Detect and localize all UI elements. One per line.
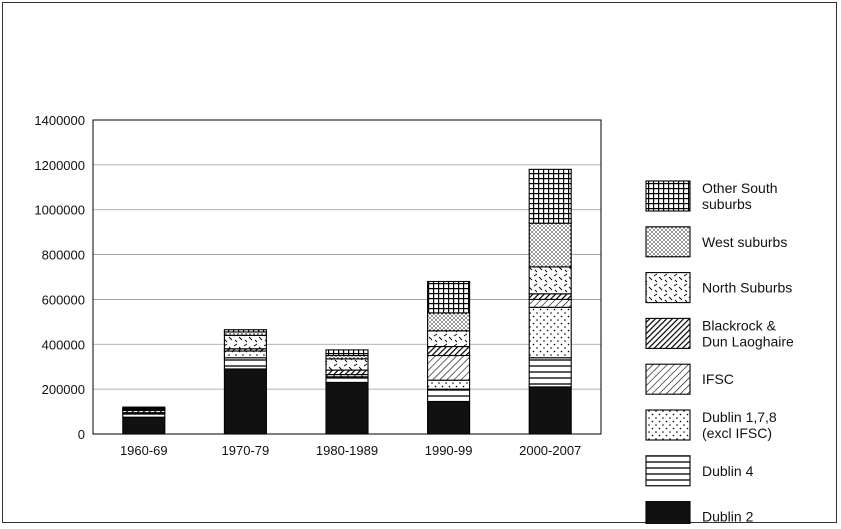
bar-segment	[427, 330, 471, 348]
legend-swatch	[645, 272, 691, 304]
bar-segment	[223, 334, 267, 350]
bar-segment	[325, 381, 369, 435]
legend-label: (excl IFSC)	[702, 425, 772, 441]
bar-segment	[528, 222, 572, 268]
bar-segment	[223, 329, 267, 333]
gridlines	[93, 164, 601, 390]
stacked-bar-chart: 0 200000 400000 600000 800000 1000000 1200000 1…	[34, 113, 794, 529]
bars	[122, 168, 572, 435]
legend-label: Dun Laoghaire	[702, 333, 794, 349]
bar-segment	[122, 406, 166, 409]
legend-swatch	[645, 226, 691, 258]
bar-segment	[427, 354, 471, 381]
bar-segment	[427, 280, 471, 314]
y-tick-label: 200000	[42, 382, 85, 397]
y-axis-tick-labels: 0 200000 400000 600000 800000 1000000 1200000 1…	[34, 113, 85, 442]
bar-segment	[427, 400, 471, 435]
bar-segment	[427, 379, 471, 390]
legend-swatch	[645, 180, 691, 212]
legend-swatch	[645, 317, 691, 349]
bar-segment	[427, 312, 471, 332]
bar-segment	[427, 388, 471, 403]
legend-label: Dublin 1,7,8	[702, 409, 777, 425]
bar-segment	[325, 349, 369, 357]
y-tick-label: 600000	[42, 292, 85, 307]
y-tick-label: 1000000	[34, 203, 85, 218]
bar-segment	[528, 293, 572, 300]
legend-label: Dublin 2	[702, 509, 754, 524]
legend-label: Blackrock &	[702, 317, 777, 333]
y-tick-label: 1400000	[34, 113, 85, 128]
y-tick-label: 800000	[42, 248, 85, 263]
bar-segment	[223, 368, 267, 435]
legend-swatch	[645, 455, 691, 487]
plot-area-frame	[92, 119, 602, 435]
legend-label: Dublin 4	[702, 463, 754, 479]
y-tick-label: 1200000	[34, 158, 85, 173]
bar-segment	[325, 358, 369, 371]
bar-segment	[223, 357, 267, 370]
bar-segment	[528, 298, 572, 308]
x-tick-label: 1970-79	[222, 443, 270, 458]
bar-segment	[122, 416, 166, 435]
legend-label: IFSC	[702, 371, 734, 387]
x-tick-label: 1990-99	[425, 443, 473, 458]
legend-swatch	[645, 409, 691, 441]
y-tick-label: 400000	[42, 337, 85, 352]
bar-segment	[528, 357, 572, 388]
bar-segment	[325, 369, 369, 376]
bar-segment	[528, 306, 572, 359]
y-tick-label: 0	[78, 427, 85, 442]
bar-segment	[427, 345, 471, 357]
legend-label: West suburbs	[702, 234, 787, 250]
legend-label: North Suburbs	[702, 280, 792, 296]
legend-label: Other South	[702, 180, 778, 196]
x-tick-label: 1960-69	[120, 443, 168, 458]
legend-swatch	[645, 501, 691, 529]
bar-segment	[528, 266, 572, 295]
bar-segment	[223, 350, 267, 359]
bar-segment	[528, 168, 572, 224]
x-tick-label: 2000-2007	[519, 443, 581, 458]
bar-segment	[528, 386, 572, 435]
legend-swatch	[645, 363, 691, 395]
x-axis-tick-labels: 1960-69 1970-79 1980-1989 1990-99 2000-2007	[120, 443, 581, 458]
x-tick-label: 1980-1989	[316, 443, 378, 458]
bar-segment	[325, 376, 369, 383]
legend-label: suburbs	[702, 196, 752, 212]
